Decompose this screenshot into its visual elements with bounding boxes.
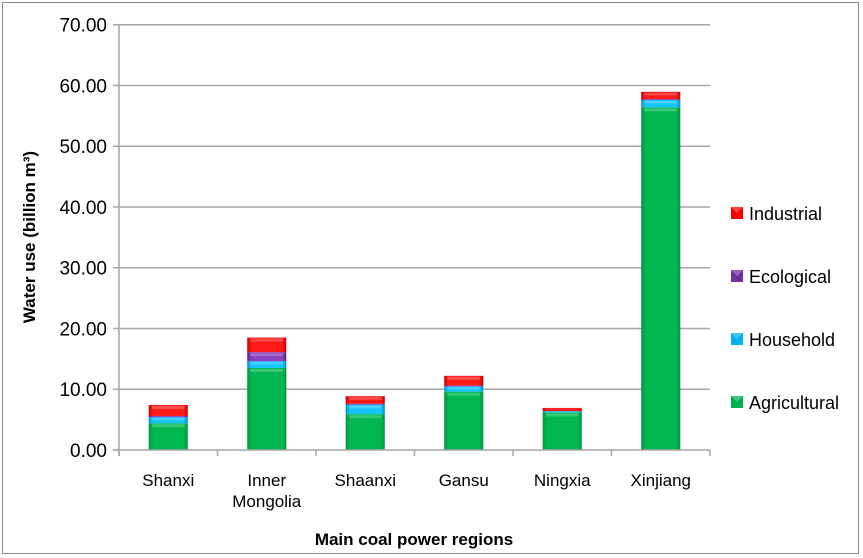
bar-highlight — [348, 405, 382, 409]
bar-segment-industrial — [148, 405, 188, 416]
legend-swatch-bevel — [731, 396, 743, 402]
legend-swatch-ecological — [731, 270, 743, 282]
bar-segment-household — [542, 411, 582, 413]
bar-highlight — [250, 353, 284, 357]
bar-segment-industrial — [247, 337, 287, 353]
legend-swatch-agricultural — [731, 396, 743, 408]
bar-segment-ecological — [444, 385, 484, 387]
legend-swatch-bevel — [731, 207, 743, 213]
y-tick-label: 0.00 — [70, 441, 107, 462]
bar-highlight — [447, 387, 481, 390]
bar-highlight — [250, 338, 284, 342]
legend-swatch-bevel — [731, 333, 743, 339]
bar-stack-inner-mongolia — [246, 337, 287, 451]
legend-swatch-household — [731, 333, 743, 345]
bar-stack-shanxi — [148, 404, 189, 451]
bar-segment-household — [247, 361, 287, 368]
bar-highlight — [644, 92, 678, 96]
legend-item-agricultural: Agricultural — [731, 393, 839, 413]
x-tick-label: Xinjiang — [631, 471, 692, 490]
x-tick-label: Inner — [247, 471, 286, 490]
bar-segment-industrial — [345, 396, 385, 404]
bar-segment-agricultural — [247, 367, 287, 450]
bar-highlight — [151, 406, 185, 410]
bar-segment-household — [345, 404, 385, 415]
bar-segment-ecological — [247, 352, 287, 362]
legend-label: Agricultural — [749, 393, 839, 413]
bar-segment-ecological — [148, 415, 188, 418]
bar-highlight — [447, 392, 481, 396]
legend-swatch-bevel — [731, 270, 743, 276]
legend-label: Ecological — [749, 267, 831, 287]
bar-highlight — [644, 108, 678, 112]
bar-highlight — [250, 368, 284, 372]
bar-highlight — [348, 415, 382, 419]
bar-segment-household — [444, 386, 484, 392]
legend-label: Industrial — [749, 204, 822, 224]
bar-highlight — [644, 101, 678, 104]
bar-segment-agricultural — [641, 107, 681, 450]
bar-segment-agricultural — [542, 412, 582, 450]
bar-highlight — [348, 397, 382, 400]
y-axis: 0.00 10.00 20.00 30.00 40.00 50.00 60.00 70.00 — [59, 16, 120, 462]
bar-highlight — [447, 376, 481, 380]
y-tick-label: 70.00 — [59, 16, 107, 37]
legend: Industrial Ecological Household Agricultura… — [731, 204, 839, 413]
bar-segment-agricultural — [444, 391, 484, 450]
bar-segment-agricultural — [345, 414, 385, 450]
bar-stack-ningxia — [542, 407, 583, 451]
x-axis-title: Main coal power regions — [315, 530, 513, 549]
x-tick-label: Ningxia — [534, 471, 591, 490]
legend-item-household: Household — [731, 330, 835, 350]
x-tick-label: Mongolia — [232, 492, 302, 511]
bar-segment-household — [641, 100, 681, 108]
legend-item-industrial: Industrial — [731, 204, 822, 224]
bar-segment-industrial — [542, 408, 582, 412]
x-axis: Shanxi Inner Mongolia Shaanxi Gansu Ningxia Xi… — [113, 449, 711, 511]
bar-highlight — [151, 418, 185, 421]
legend-swatch-industrial — [731, 207, 743, 219]
x-tick-label: Gansu — [439, 471, 489, 490]
y-tick-label: 30.00 — [59, 259, 107, 280]
bar-highlight — [545, 413, 579, 417]
y-tick-label: 50.00 — [59, 137, 107, 158]
gridlines — [119, 23, 710, 390]
x-tick-label: Shaanxi — [335, 471, 396, 490]
bar-segment-agricultural — [148, 423, 188, 450]
bar-segment-industrial — [444, 375, 484, 386]
bars — [148, 91, 681, 451]
bar-segment-ecological — [641, 99, 681, 101]
bar-highlight — [151, 424, 185, 428]
legend-label: Household — [749, 330, 835, 350]
bar-segment-household — [148, 417, 188, 424]
bar-stack-xinjiang — [640, 91, 681, 451]
y-tick-label: 10.00 — [59, 380, 107, 401]
x-tick-label: Shanxi — [142, 471, 194, 490]
bar-segment-ecological — [345, 403, 385, 405]
bar-highlight — [250, 362, 284, 365]
bar-stack-gansu — [443, 375, 484, 451]
y-tick-label: 60.00 — [59, 76, 107, 97]
y-axis-title: Water use (billion m³) — [20, 151, 39, 323]
y-tick-label: 20.00 — [59, 319, 107, 340]
bar-stack-shaanxi — [345, 395, 386, 451]
y-tick-label: 40.00 — [59, 198, 107, 219]
bar-segment-industrial — [641, 91, 681, 100]
legend-item-ecological: Ecological — [731, 267, 831, 287]
